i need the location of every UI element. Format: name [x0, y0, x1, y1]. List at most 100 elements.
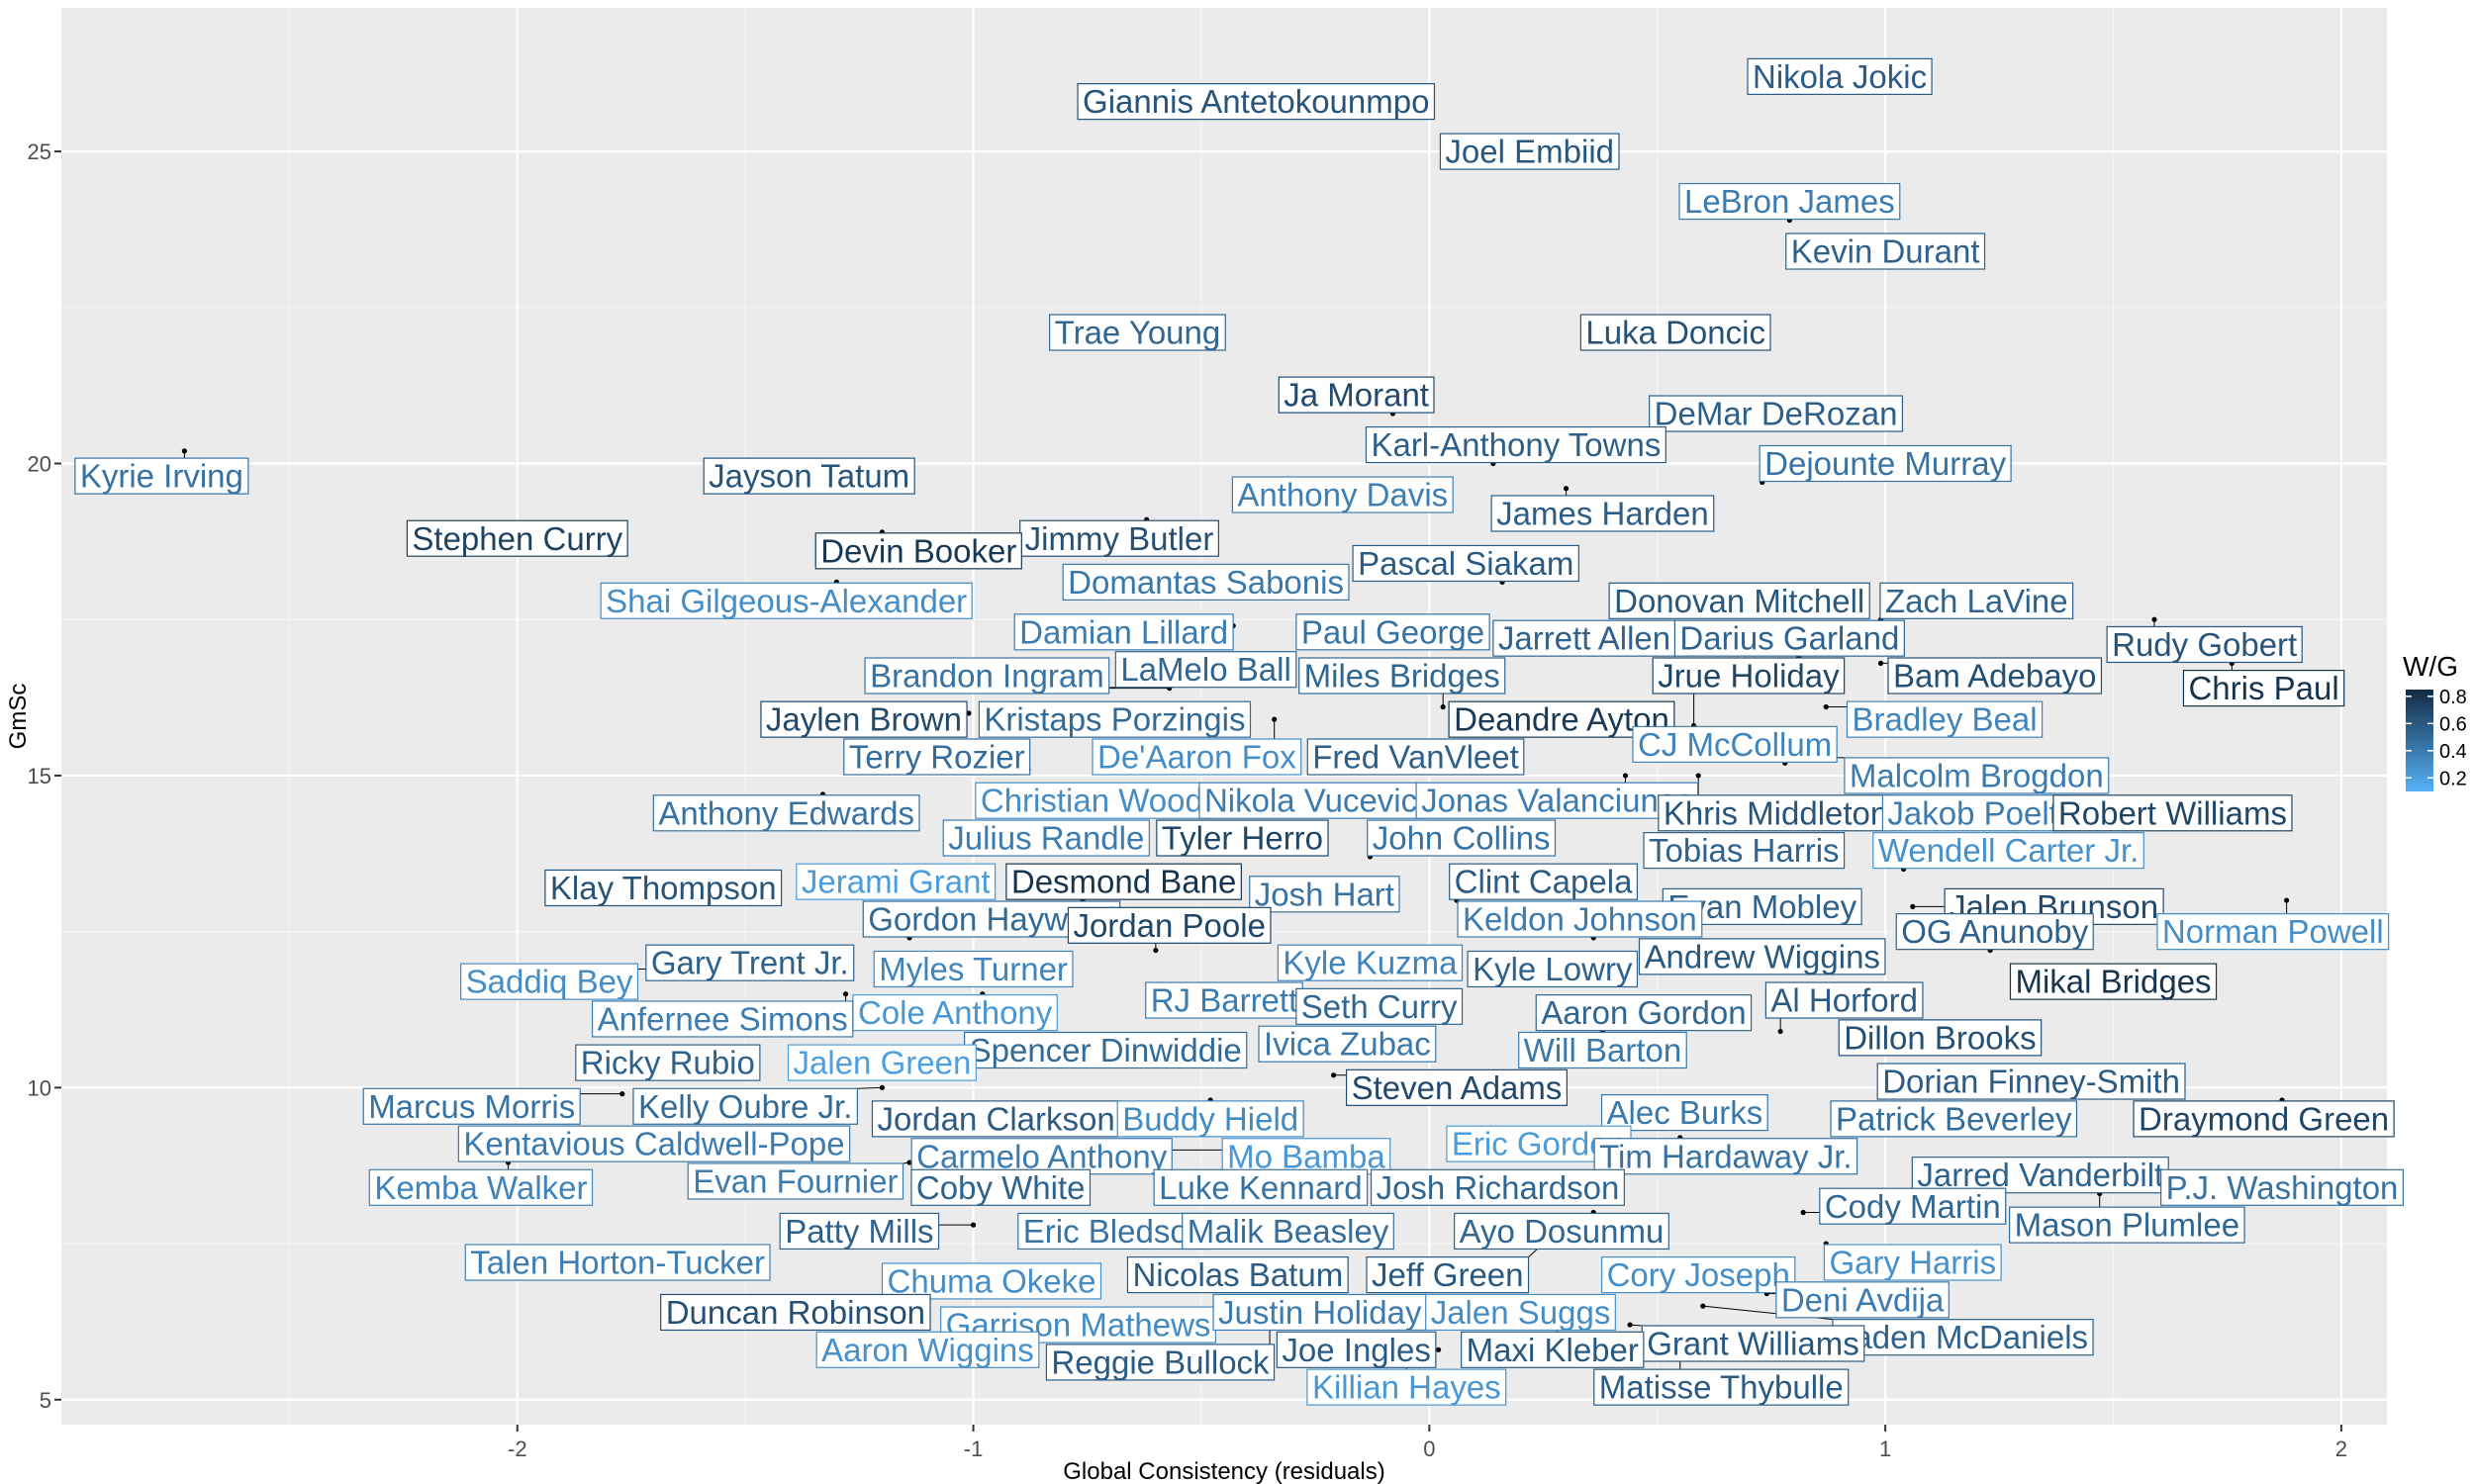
label-text: Gary Trent Jr.	[651, 945, 849, 981]
point-label: Donovan Mitchell	[1608, 582, 1870, 619]
label-box	[1049, 314, 1226, 351]
point-label: Steven Adams	[1346, 1068, 1568, 1106]
point-label: Josh Richardson	[1370, 1168, 1625, 1206]
label-box	[1518, 1031, 1687, 1069]
point-label: Kelly Oubre Jr.	[632, 1087, 858, 1125]
point-label: Nicolas Batum	[1126, 1255, 1349, 1294]
data-point	[879, 1084, 886, 1090]
point-label: Fred VanVleet	[1306, 738, 1525, 776]
label-box	[1367, 819, 1557, 857]
label-text: Stephen Curry	[412, 520, 622, 557]
label-text: Alec Burks	[1607, 1094, 1763, 1131]
label-box	[1846, 700, 2044, 738]
label-box	[1306, 1368, 1507, 1406]
label-text: Julius Randle	[948, 820, 1144, 857]
label-box	[1652, 657, 1846, 695]
label-box	[1830, 1100, 2078, 1138]
x-axis-title: Global Consistency (residuals)	[1063, 1458, 1384, 1484]
point-label: Kevin Durant	[1785, 232, 1986, 270]
point-label: Coby White	[910, 1168, 1092, 1206]
label-text: LaMelo Ball	[1120, 651, 1290, 688]
label-text: Jaylen Brown	[766, 701, 962, 738]
label-text: Paul George	[1301, 613, 1484, 650]
label-box	[1838, 1019, 2043, 1057]
label-text: Kemba Walker	[374, 1169, 587, 1206]
label-text: Gary Harris	[1829, 1245, 1996, 1281]
label-box	[910, 1168, 1092, 1206]
label-text: Josh Hart	[1255, 876, 1394, 912]
data-point	[1627, 1322, 1633, 1328]
legend-title: W/G	[2403, 651, 2458, 682]
label-box	[1366, 1255, 1530, 1294]
point-label: Patrick Beverley	[1830, 1100, 2078, 1138]
label-text: Nikola Jokic	[1753, 58, 1927, 95]
legend-tick-label: 0.4	[2439, 741, 2467, 763]
label-text: Steven Adams	[1352, 1069, 1563, 1106]
label-box	[1600, 1255, 1796, 1294]
label-box	[871, 1100, 1121, 1138]
label-text: Darius Garland	[1679, 620, 1899, 657]
label-box	[645, 944, 855, 981]
point-label: Anthony Davis	[1231, 476, 1454, 513]
label-text: Wendell Carter Jr.	[1878, 832, 2139, 869]
point-label: Seth Curry	[1295, 987, 1464, 1025]
label-box	[362, 1087, 581, 1125]
point-label: Nikola Jokic	[1747, 57, 1933, 95]
label-box	[760, 700, 968, 738]
label-text: Domantas Sabonis	[1068, 564, 1344, 601]
point-label: Ivica Zubac	[1258, 1025, 1437, 1063]
label-text: Tyler Herro	[1162, 820, 1323, 857]
point-label: Andrew Wiggins	[1638, 938, 1886, 975]
point-label: Tobias Harris	[1643, 832, 1846, 870]
label-box	[1467, 950, 1639, 988]
label-box	[1678, 182, 1901, 221]
point-label: Mason Plumlee	[2009, 1206, 2245, 1244]
label-box	[406, 519, 628, 557]
label-text: Talen Horton-Tucker	[470, 1245, 765, 1281]
point-label: P.J. Washington	[2160, 1168, 2405, 1206]
label-box	[600, 582, 973, 619]
data-point	[1272, 716, 1278, 722]
label-box	[1126, 1255, 1349, 1294]
label-text: Bradley Beal	[1852, 701, 2037, 738]
label-box	[1638, 938, 1886, 975]
label-box	[2182, 670, 2345, 707]
point-label: Clint Capela	[1449, 863, 1639, 900]
label-box	[1295, 613, 1490, 651]
label-text: Norman Powell	[2162, 913, 2384, 950]
point-label: Will Barton	[1518, 1031, 1687, 1069]
label-text: Kyrie Irving	[80, 458, 243, 495]
label-box	[1258, 1025, 1437, 1063]
point-label: Darius Garland	[1673, 619, 1905, 657]
label-box	[1182, 1212, 1394, 1251]
data-point	[1435, 1346, 1442, 1352]
label-box	[1231, 476, 1454, 513]
label-text: Dillon Brooks	[1844, 1019, 2036, 1056]
label-text: Jarred Vanderbilt	[1917, 1157, 2163, 1193]
label-box	[787, 1044, 977, 1081]
label-box	[815, 1331, 1040, 1368]
label-box	[1895, 913, 2094, 951]
label-box	[1370, 1168, 1625, 1206]
label-text: Kyle Kuzma	[1283, 945, 1458, 981]
label-text: Spencer Dinwiddie	[970, 1032, 1242, 1068]
x-tick-label: -2	[508, 1437, 527, 1461]
label-box	[1249, 876, 1400, 913]
label-box	[1352, 544, 1579, 583]
label-text: Mason Plumlee	[2015, 1207, 2239, 1244]
label-text: Patty Mills	[785, 1213, 933, 1250]
data-point	[1330, 1072, 1337, 1078]
point-label: Jalen Green	[787, 1044, 977, 1081]
label-box	[1876, 1063, 2186, 1100]
label-box	[1092, 738, 1302, 776]
label-box	[1641, 1325, 1865, 1362]
label-text: Dejounte Murray	[1764, 445, 2006, 482]
label-text: Mikal Bridges	[2015, 964, 2211, 1000]
label-box	[1643, 832, 1846, 870]
label-box	[814, 532, 1022, 570]
label-box	[575, 1044, 761, 1081]
label-text: CJ McCollum	[1638, 726, 1832, 763]
label-box	[1295, 987, 1464, 1025]
label-box	[1844, 757, 2110, 794]
point-label: Buddy Hield	[1116, 1100, 1304, 1138]
